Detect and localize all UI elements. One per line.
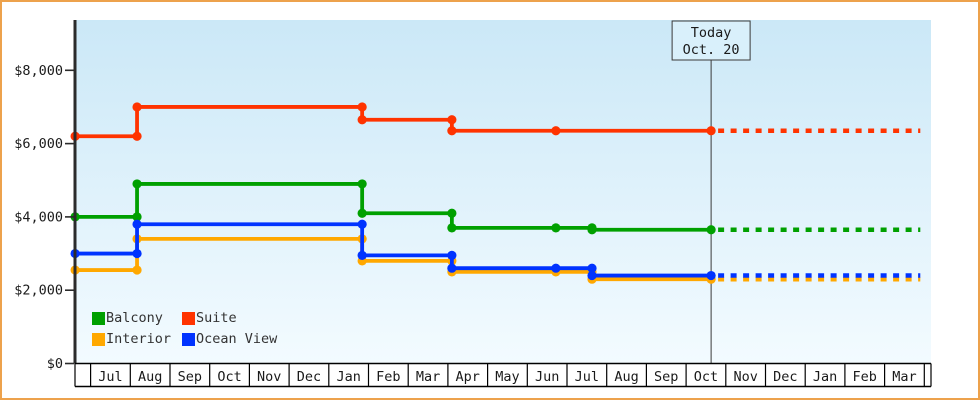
y-axis-tick-label: $0 (47, 356, 63, 372)
month-label: Mar (416, 369, 440, 385)
plot-area (75, 20, 931, 364)
y-axis-tick-label: $6,000 (14, 136, 63, 152)
month-label: Dec (773, 369, 797, 385)
month-label: Aug (138, 369, 162, 385)
data-point-balcony (587, 225, 597, 235)
month-label: Oct (694, 369, 718, 385)
data-point-ocean-view (551, 263, 561, 273)
series-lines (70, 102, 921, 284)
month-label: Mar (892, 369, 916, 385)
data-point-balcony (132, 212, 142, 222)
month-label: Sep (178, 369, 202, 385)
data-point-interior (132, 265, 142, 275)
month-label: Apr (456, 369, 480, 385)
today-date: Oct. 20 (683, 42, 740, 58)
month-label: Jul (98, 369, 122, 385)
legend-swatch-interior (92, 333, 105, 346)
data-point-ocean-view (357, 250, 367, 260)
data-point-balcony (357, 208, 367, 218)
month-label: Jan (813, 369, 837, 385)
legend-label-suite: Suite (196, 310, 237, 326)
legend-item-suite: Suite (182, 310, 277, 326)
month-label: Feb (853, 369, 877, 385)
data-point-balcony (447, 223, 457, 233)
month-label: Dec (297, 369, 321, 385)
data-point-ocean-view (447, 250, 457, 260)
month-label: May (495, 369, 519, 385)
data-point-ocean-view (587, 270, 597, 281)
data-point-ocean-view (587, 263, 597, 273)
month-label: Jan (336, 369, 360, 385)
month-label: Nov (733, 369, 757, 385)
today-box (671, 20, 751, 61)
data-point-ocean-view (132, 248, 142, 259)
month-label: Oct (217, 369, 241, 385)
legend-label-interior: Interior (106, 331, 172, 347)
data-point-suite (551, 126, 561, 136)
month-label: Aug (614, 369, 638, 385)
data-point-ocean-view (132, 219, 142, 229)
today-title: Today (691, 25, 732, 41)
data-point-ocean-view (357, 219, 367, 229)
legend-label-ocean-view: Ocean View (196, 331, 278, 347)
data-point-ocean-view (706, 270, 716, 281)
legend-item-ocean-view: Ocean View (182, 331, 278, 347)
data-point-suite (447, 126, 457, 136)
month-axis: Jul Aug Sep Oct Nov Dec Jan Feb Mar Apr May Jun Jul A… (74, 362, 932, 388)
y-axis-tick-label: $4,000 (14, 209, 63, 225)
data-point-balcony (132, 179, 142, 189)
data-point-ocean-view (447, 263, 457, 273)
legend-swatch-ocean-view (182, 333, 195, 346)
data-point-suite (357, 102, 367, 112)
data-point-balcony (357, 179, 367, 189)
month-label: Feb (376, 369, 400, 385)
month-label: Sep (654, 369, 678, 385)
legend-swatch-balcony (92, 312, 105, 325)
data-point-suite (132, 102, 142, 112)
month-label: Nov (257, 369, 281, 385)
data-point-suite (706, 126, 716, 136)
data-point-suite (447, 115, 457, 125)
plot-background (75, 20, 931, 364)
legend-item-interior: Interior (92, 331, 182, 347)
data-point-suite (357, 115, 367, 125)
month-label: Jul (575, 369, 599, 385)
y-axis-tick-label: $8,000 (14, 63, 63, 79)
y-axis-tick-label: $2,000 (14, 283, 63, 299)
legend-item-balcony: Balcony (92, 310, 182, 326)
data-point-balcony (447, 208, 457, 218)
data-point-suite (132, 131, 142, 141)
data-point-balcony (706, 225, 716, 235)
month-label: Jun (535, 369, 559, 385)
chart-legend: Balcony Suite Interior Ocean View (92, 310, 278, 347)
axes: $0 $2,000 $4,000 $6,000 $8,000 (14, 20, 77, 372)
legend-swatch-suite (182, 312, 195, 325)
data-point-balcony (551, 223, 561, 233)
legend-label-balcony: Balcony (106, 310, 163, 326)
